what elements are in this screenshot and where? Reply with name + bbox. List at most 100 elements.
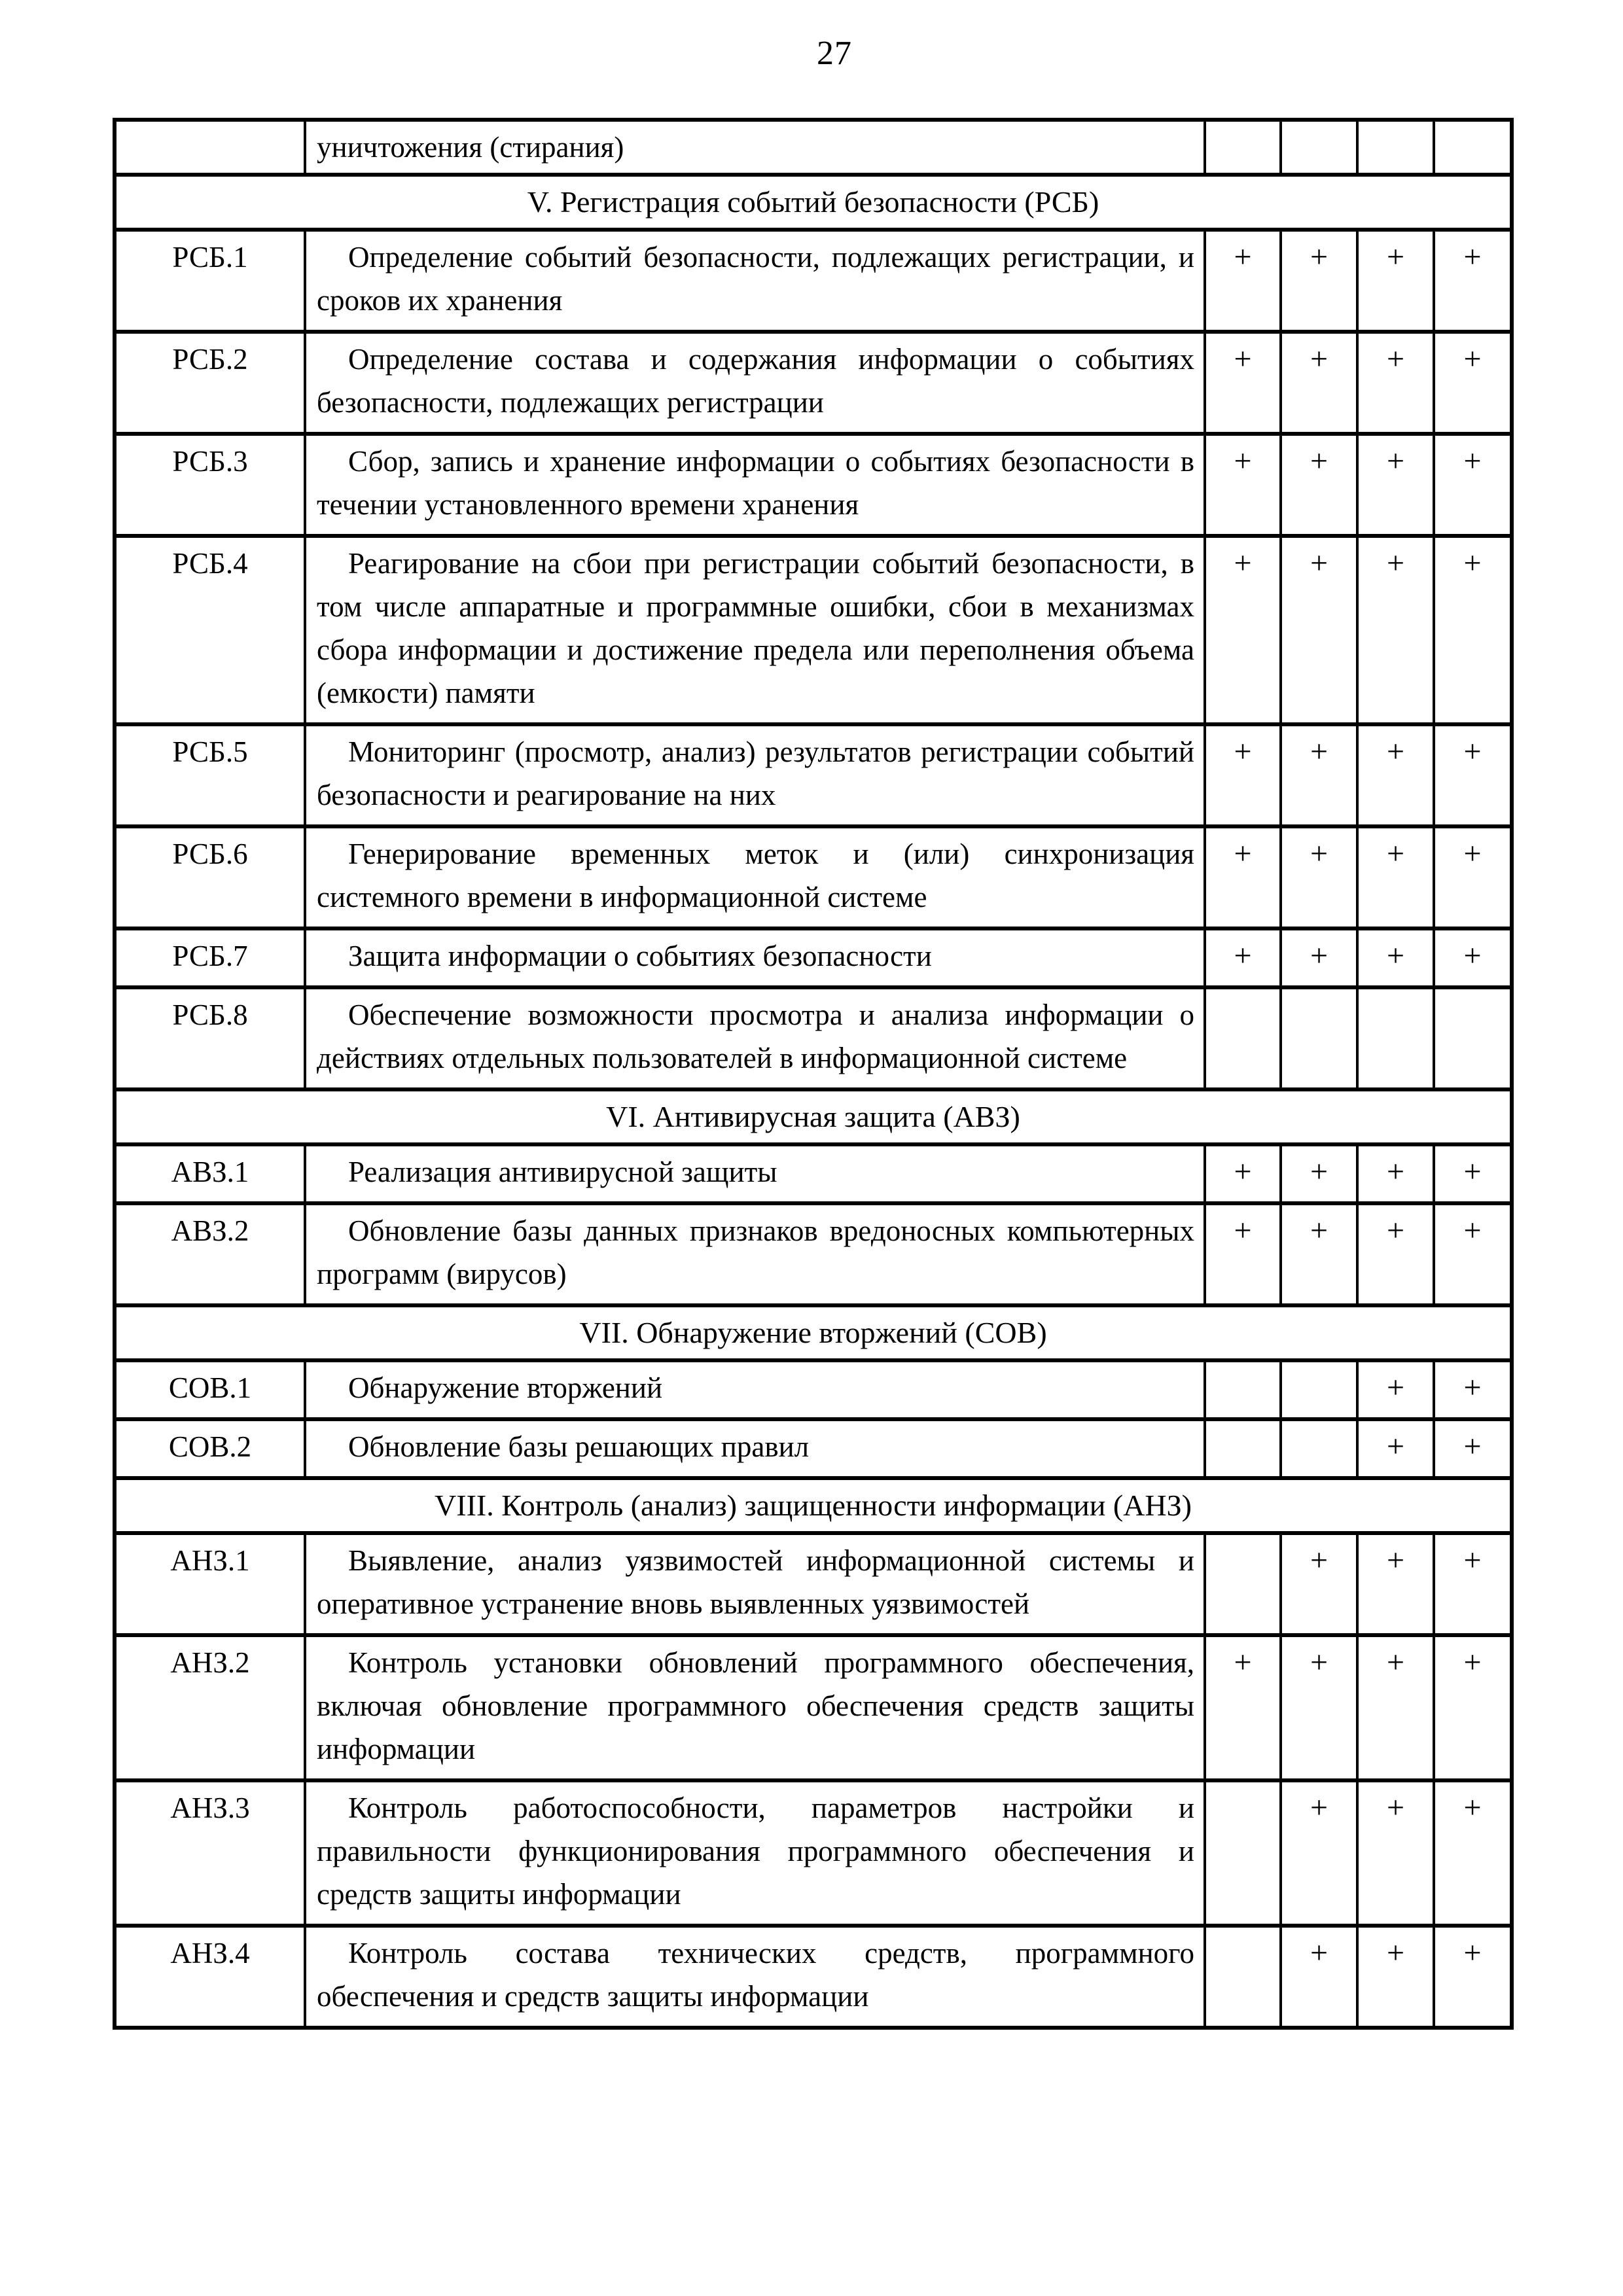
mark-cell-empty xyxy=(1279,1417,1359,1480)
mark-cell-plus: + xyxy=(1279,1142,1359,1205)
mark-cell-empty xyxy=(1356,118,1435,177)
mark-cell-empty xyxy=(1279,985,1359,1091)
mark-cell-plus: + xyxy=(1356,534,1435,726)
table-row: АНЗ.3 Контроль работоспособности, парамет… xyxy=(113,1778,1513,1928)
mark-cell-plus: + xyxy=(1279,927,1359,989)
row-code: АВЗ.1 xyxy=(113,1142,306,1205)
mark-cell-plus: + xyxy=(1356,1201,1435,1307)
mark-cell-empty xyxy=(1204,118,1282,177)
mark-cell-plus: + xyxy=(1356,1531,1435,1637)
mark-cell-plus: + xyxy=(1356,824,1435,930)
row-code: РСБ.3 xyxy=(113,432,306,538)
row-description: Генерирование временных меток и (или) си… xyxy=(304,824,1206,930)
page-number: 27 xyxy=(817,35,852,72)
mark-cell-plus: + xyxy=(1204,228,1282,334)
row-code: РСБ.8 xyxy=(113,985,306,1091)
row-description: Обнаружение вторжений xyxy=(304,1358,1206,1421)
table-row: РСБ.3 Сбор, запись и хранение информации … xyxy=(113,432,1513,538)
table-row: АНЗ.1 Выявление, анализ уязвимостей инфор… xyxy=(113,1531,1513,1637)
table-row: РСБ.8 Обеспечение возможности просмотра и… xyxy=(113,985,1513,1091)
row-code: АНЗ.1 xyxy=(113,1531,306,1637)
mark-cell-empty xyxy=(1279,1358,1359,1421)
row-code: РСБ.5 xyxy=(113,722,306,828)
mark-cell-empty xyxy=(1204,1924,1282,2030)
mark-cell-plus: + xyxy=(1204,432,1282,538)
section-header: VIII. Контроль (анализ) защищенности инф… xyxy=(113,1476,1513,1535)
mark-cell-plus: + xyxy=(1279,1633,1359,1782)
row-code: СОВ.1 xyxy=(113,1358,306,1421)
mark-cell-plus: + xyxy=(1279,722,1359,828)
row-description: Определение состава и содержания информа… xyxy=(304,330,1206,436)
mark-cell-empty xyxy=(1279,118,1359,177)
mark-cell-plus: + xyxy=(1433,1924,1513,2030)
table-row: РСБ.5 Мониторинг (просмотр, анализ) резул… xyxy=(113,722,1513,828)
section-header-row: VII. Обнаружение вторжений (СОВ) xyxy=(113,1303,1513,1362)
mark-cell-plus: + xyxy=(1204,1142,1282,1205)
mark-cell-plus: + xyxy=(1433,1633,1513,1782)
row-code: РСБ.7 xyxy=(113,927,306,989)
mark-cell-plus: + xyxy=(1356,330,1435,436)
table-row: АНЗ.4 Контроль состава технических средст… xyxy=(113,1924,1513,2030)
mark-cell-plus: + xyxy=(1356,1924,1435,2030)
mark-cell-plus: + xyxy=(1204,824,1282,930)
mark-cell-plus: + xyxy=(1279,330,1359,436)
mark-cell-plus: + xyxy=(1279,824,1359,930)
mark-cell-plus: + xyxy=(1433,534,1513,726)
mark-cell-empty xyxy=(1204,985,1282,1091)
mark-cell-plus: + xyxy=(1279,534,1359,726)
mark-cell-plus: + xyxy=(1204,1201,1282,1307)
mark-cell-plus: + xyxy=(1204,330,1282,436)
section-header-row: V. Регистрация событий безопасности (РСБ… xyxy=(113,173,1513,232)
mark-cell-plus: + xyxy=(1204,722,1282,828)
mark-cell-plus: + xyxy=(1356,1417,1435,1480)
mark-cell-plus: + xyxy=(1433,1417,1513,1480)
mark-cell-plus: + xyxy=(1356,1142,1435,1205)
mark-cell-empty xyxy=(1204,1778,1282,1928)
table-row: уничтожения (стирания) xyxy=(113,118,1513,177)
row-description: Реализация антивирусной защиты xyxy=(304,1142,1206,1205)
row-description: Определение событий безопасности, подлеж… xyxy=(304,228,1206,334)
table-row: АНЗ.2 Контроль установки обновлений прогр… xyxy=(113,1633,1513,1782)
security-measures-table: уничтожения (стирания) V. Регистрация соб… xyxy=(113,118,1514,2030)
table-row: СОВ.1 Обнаружение вторжений + + xyxy=(113,1358,1513,1421)
mark-cell-plus: + xyxy=(1204,1633,1282,1782)
table-row: СОВ.2 Обновление базы решающих правил + + xyxy=(113,1417,1513,1480)
mark-cell-plus: + xyxy=(1433,432,1513,538)
mark-cell-plus: + xyxy=(1433,722,1513,828)
mark-cell-plus: + xyxy=(1356,1633,1435,1782)
mark-cell-empty xyxy=(1433,118,1513,177)
section-header-row: VIII. Контроль (анализ) защищенности инф… xyxy=(113,1476,1513,1535)
mark-cell-plus: + xyxy=(1433,1778,1513,1928)
mark-cell-plus: + xyxy=(1204,534,1282,726)
row-description: Контроль состава технических средств, пр… xyxy=(304,1924,1206,2030)
mark-cell-plus: + xyxy=(1433,1201,1513,1307)
section-header-row: VI. Антивирусная защита (АВЗ) xyxy=(113,1087,1513,1146)
table-row: РСБ.1 Определение событий безопасности, п… xyxy=(113,228,1513,334)
mark-cell-plus: + xyxy=(1279,1531,1359,1637)
section-header: VI. Антивирусная защита (АВЗ) xyxy=(113,1087,1513,1146)
mark-cell-plus: + xyxy=(1433,1531,1513,1637)
row-code: АНЗ.3 xyxy=(113,1778,306,1928)
row-code: РСБ.2 xyxy=(113,330,306,436)
mark-cell-plus: + xyxy=(1204,927,1282,989)
row-code: РСБ.1 xyxy=(113,228,306,334)
row-description: Контроль работоспособности, параметров н… xyxy=(304,1778,1206,1928)
row-description: Выявление, анализ уязвимостей информацио… xyxy=(304,1531,1206,1637)
row-description: Контроль установки обновлений программно… xyxy=(304,1633,1206,1782)
row-description: Сбор, запись и хранение информации о соб… xyxy=(304,432,1206,538)
row-description: Защита информации о событиях безопасност… xyxy=(304,927,1206,989)
table-row: РСБ.6 Генерирование временных меток и (ил… xyxy=(113,824,1513,930)
mark-cell-plus: + xyxy=(1279,228,1359,334)
table-row: АВЗ.1 Реализация антивирусной защиты + + + + xyxy=(113,1142,1513,1205)
mark-cell-plus: + xyxy=(1356,1358,1435,1421)
table-row: РСБ.7 Защита информации о событиях безопа… xyxy=(113,927,1513,989)
table-row: РСБ.2 Определение состава и содержания ин… xyxy=(113,330,1513,436)
row-description: Обеспечение возможности просмотра и анал… xyxy=(304,985,1206,1091)
row-code xyxy=(113,118,306,177)
section-header: V. Регистрация событий безопасности (РСБ… xyxy=(113,173,1513,232)
mark-cell-empty xyxy=(1433,985,1513,1091)
mark-cell-plus: + xyxy=(1433,927,1513,989)
row-description: Обновление базы решающих правил xyxy=(304,1417,1206,1480)
row-code: СОВ.2 xyxy=(113,1417,306,1480)
mark-cell-empty xyxy=(1204,1358,1282,1421)
